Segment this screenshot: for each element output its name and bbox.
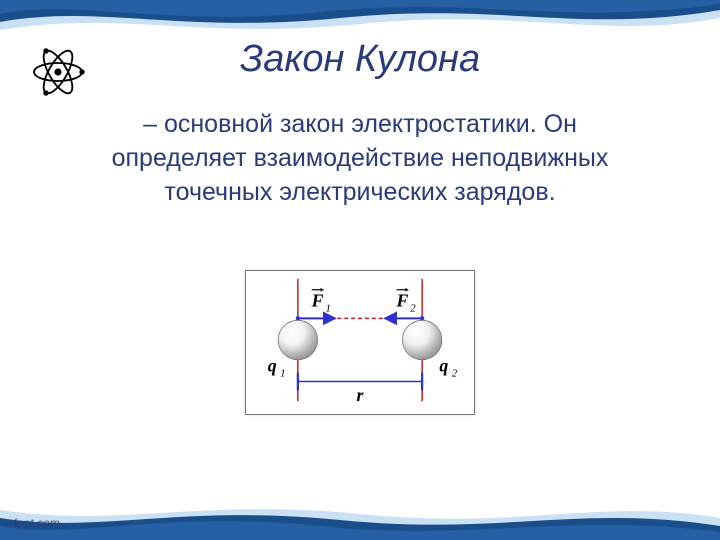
svg-text:2: 2 (410, 302, 416, 314)
svg-text:2: 2 (452, 368, 458, 380)
svg-text:F: F (395, 291, 408, 311)
watermark: fppt.com (14, 516, 60, 530)
bottom-wave (0, 490, 720, 540)
page-title: Закон Кулона (0, 38, 720, 81)
svg-text:q: q (439, 356, 448, 376)
svg-text:r: r (357, 385, 365, 405)
svg-text:1: 1 (280, 368, 285, 380)
svg-text:F: F (311, 291, 324, 311)
subtitle-text: – основной закон электростатики. Он опре… (100, 108, 620, 209)
svg-text:1: 1 (325, 302, 330, 314)
svg-text:q: q (268, 356, 277, 376)
coulomb-diagram: F1F2q1q2r (245, 270, 475, 415)
